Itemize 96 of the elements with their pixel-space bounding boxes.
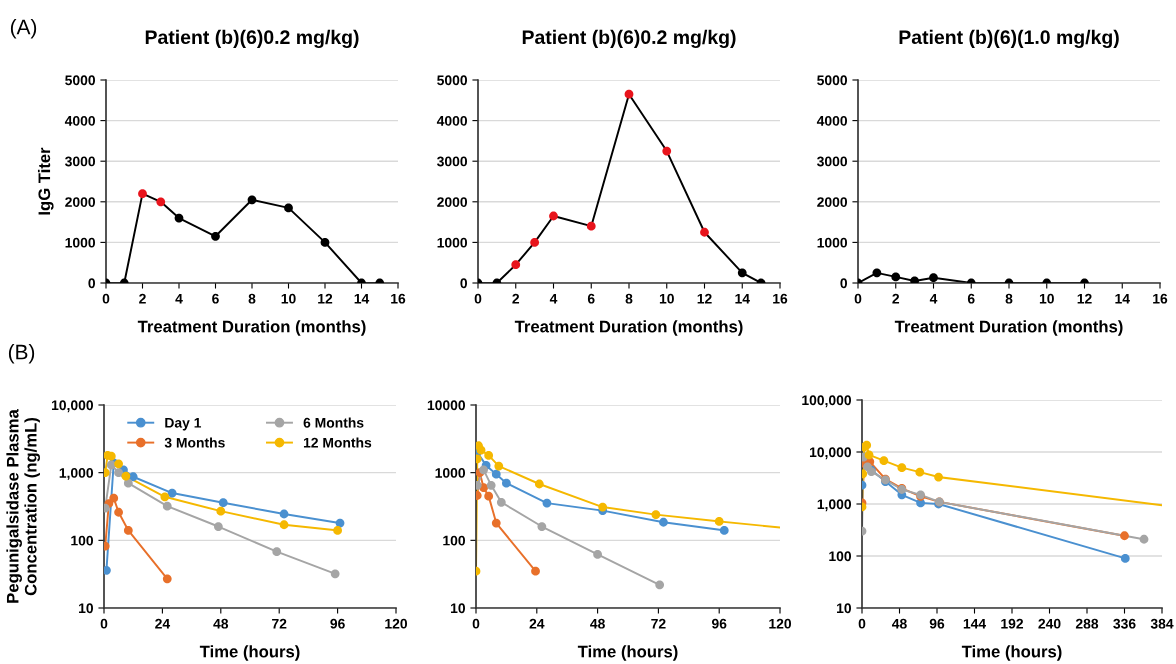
text: (B) <box>8 344 35 364</box>
x-tick-label: 16 <box>391 293 406 304</box>
legend-label: Day 1 <box>165 418 202 431</box>
x-tick-label: 0 <box>858 618 866 629</box>
x-tick-label: 0 <box>102 293 110 304</box>
y-tick-label: 5000 <box>817 75 848 86</box>
x-tick-label: 48 <box>213 618 229 629</box>
x-tick-label: 16 <box>773 293 788 304</box>
x-tick-label: 384 <box>1150 618 1174 629</box>
y-tick-label: 100 <box>71 535 94 546</box>
y-tick-label: 100 <box>829 551 852 562</box>
x-tick-label: 6 <box>212 293 219 304</box>
y-tick-label: 2000 <box>65 197 96 207</box>
x-tick-label: 12 <box>1077 293 1092 304</box>
y-tick-label: 2000 <box>437 197 468 207</box>
x-tick-label: 0 <box>100 618 108 629</box>
x-tick-label: 120 <box>385 618 408 629</box>
y-tick-label: 10,000 <box>51 400 94 413</box>
y-tick-label: 1,000 <box>817 499 852 512</box>
x-tick-label: 14 <box>354 293 370 304</box>
y-tick-label: 10000 <box>427 400 466 411</box>
x-tick-label: 12 <box>697 293 712 304</box>
legend-label: 3 Months <box>164 437 225 448</box>
x-tick-label: 10 <box>659 293 674 304</box>
x-tick-label: 144 <box>963 618 987 629</box>
x-tick-label: 4 <box>929 293 938 304</box>
x-tick-label: 4 <box>175 293 183 304</box>
y-tick-label: 5000 <box>65 75 96 86</box>
x-tick-label: 72 <box>651 618 666 629</box>
y-tick-label: 1000 <box>65 237 96 248</box>
x-tick-label: 240 <box>1038 618 1061 629</box>
chart-title: Patient (b)(6)0.2 mg/kg) <box>522 29 736 49</box>
y-tick-label: 3000 <box>437 156 468 167</box>
y-tick-label: 1000 <box>817 237 848 248</box>
legend-label: 12 Months <box>303 437 372 448</box>
x-tick-label: 0 <box>474 293 482 304</box>
x-tick-label: 96 <box>711 618 727 629</box>
x-tick-label: 120 <box>769 618 792 629</box>
x-tick-label: 6 <box>587 293 595 304</box>
x-tick-label: 48 <box>590 618 605 629</box>
x-tick-label: 2 <box>892 293 900 304</box>
x-tick-label: 24 <box>529 618 545 629</box>
y-tick-label: 3000 <box>65 156 96 167</box>
x-tick-label: 336 <box>1113 618 1136 629</box>
x-tick-label: 10 <box>1039 293 1054 304</box>
y-tick-label: 4000 <box>816 115 848 126</box>
y-tick-label: 0 <box>840 278 848 289</box>
y-tick-label: 0 <box>460 278 468 289</box>
x-axis-title: Time (hours) <box>961 645 1062 661</box>
x-tick-label: 8 <box>1005 293 1013 304</box>
x-tick-label: 192 <box>1001 618 1024 629</box>
y-tick-label: 1000 <box>437 237 468 248</box>
legend-label: 6 Months <box>303 417 364 428</box>
x-tick-label: 10 <box>281 293 296 304</box>
y-tick-label: 4000 <box>436 115 468 126</box>
y-tick-label: 2000 <box>817 197 848 207</box>
x-tick-label: 0 <box>472 618 480 629</box>
y-tick-label: 10 <box>79 603 94 614</box>
x-axis-title: Treatment Duration (months) <box>137 320 366 336</box>
x-tick-label: 16 <box>1153 293 1168 304</box>
y-tick-label: 10,000 <box>809 447 852 460</box>
x-tick-label: 72 <box>272 618 287 629</box>
y-axis-title: Pegunigalsidase Plasma Concentration (ng/mL) <box>6 409 40 603</box>
x-tick-label: 48 <box>891 618 907 629</box>
y-tick-label: 10 <box>837 603 852 614</box>
y-tick-label: 10 <box>451 603 466 614</box>
y-tick-label: 3000 <box>817 156 848 167</box>
x-axis-title: Time (hours) <box>199 645 300 661</box>
y-tick-label: 100,000 <box>802 395 852 408</box>
chart-title: Patient (b)(6)(1.0 mg/kg) <box>899 29 1119 49</box>
x-tick-label: 12 <box>318 293 333 304</box>
x-tick-label: 96 <box>330 618 345 629</box>
y-tick-label: 1,000 <box>59 468 94 480</box>
x-axis-title: Time (hours) <box>577 645 678 661</box>
y-axis-title: IgG Titer <box>37 147 54 215</box>
text: (A) <box>10 19 37 39</box>
x-tick-label: 8 <box>248 293 256 304</box>
x-tick-label: 2 <box>512 293 520 304</box>
x-tick-label: 0 <box>854 293 862 304</box>
x-tick-label: 6 <box>967 293 975 304</box>
x-axis-title: Treatment Duration (months) <box>514 320 743 336</box>
x-tick-label: 8 <box>625 293 633 304</box>
y-tick-label: 100 <box>443 535 466 546</box>
x-tick-label: 2 <box>139 293 146 304</box>
y-tick-label: 0 <box>88 278 96 289</box>
y-tick-label: 1000 <box>435 468 466 478</box>
x-tick-label: 14 <box>735 293 750 304</box>
x-tick-label: 14 <box>1115 293 1130 304</box>
x-tick-label: 96 <box>929 618 945 629</box>
x-axis-title: Treatment Duration (months) <box>894 320 1123 336</box>
y-tick-label: 4000 <box>64 115 96 126</box>
y-tick-label: 5000 <box>437 75 468 86</box>
chart-title: Patient (b)(6)0.2 mg/kg) <box>145 29 359 49</box>
x-tick-label: 24 <box>155 618 171 629</box>
x-tick-label: 288 <box>1075 618 1099 629</box>
x-tick-label: 4 <box>549 293 558 304</box>
